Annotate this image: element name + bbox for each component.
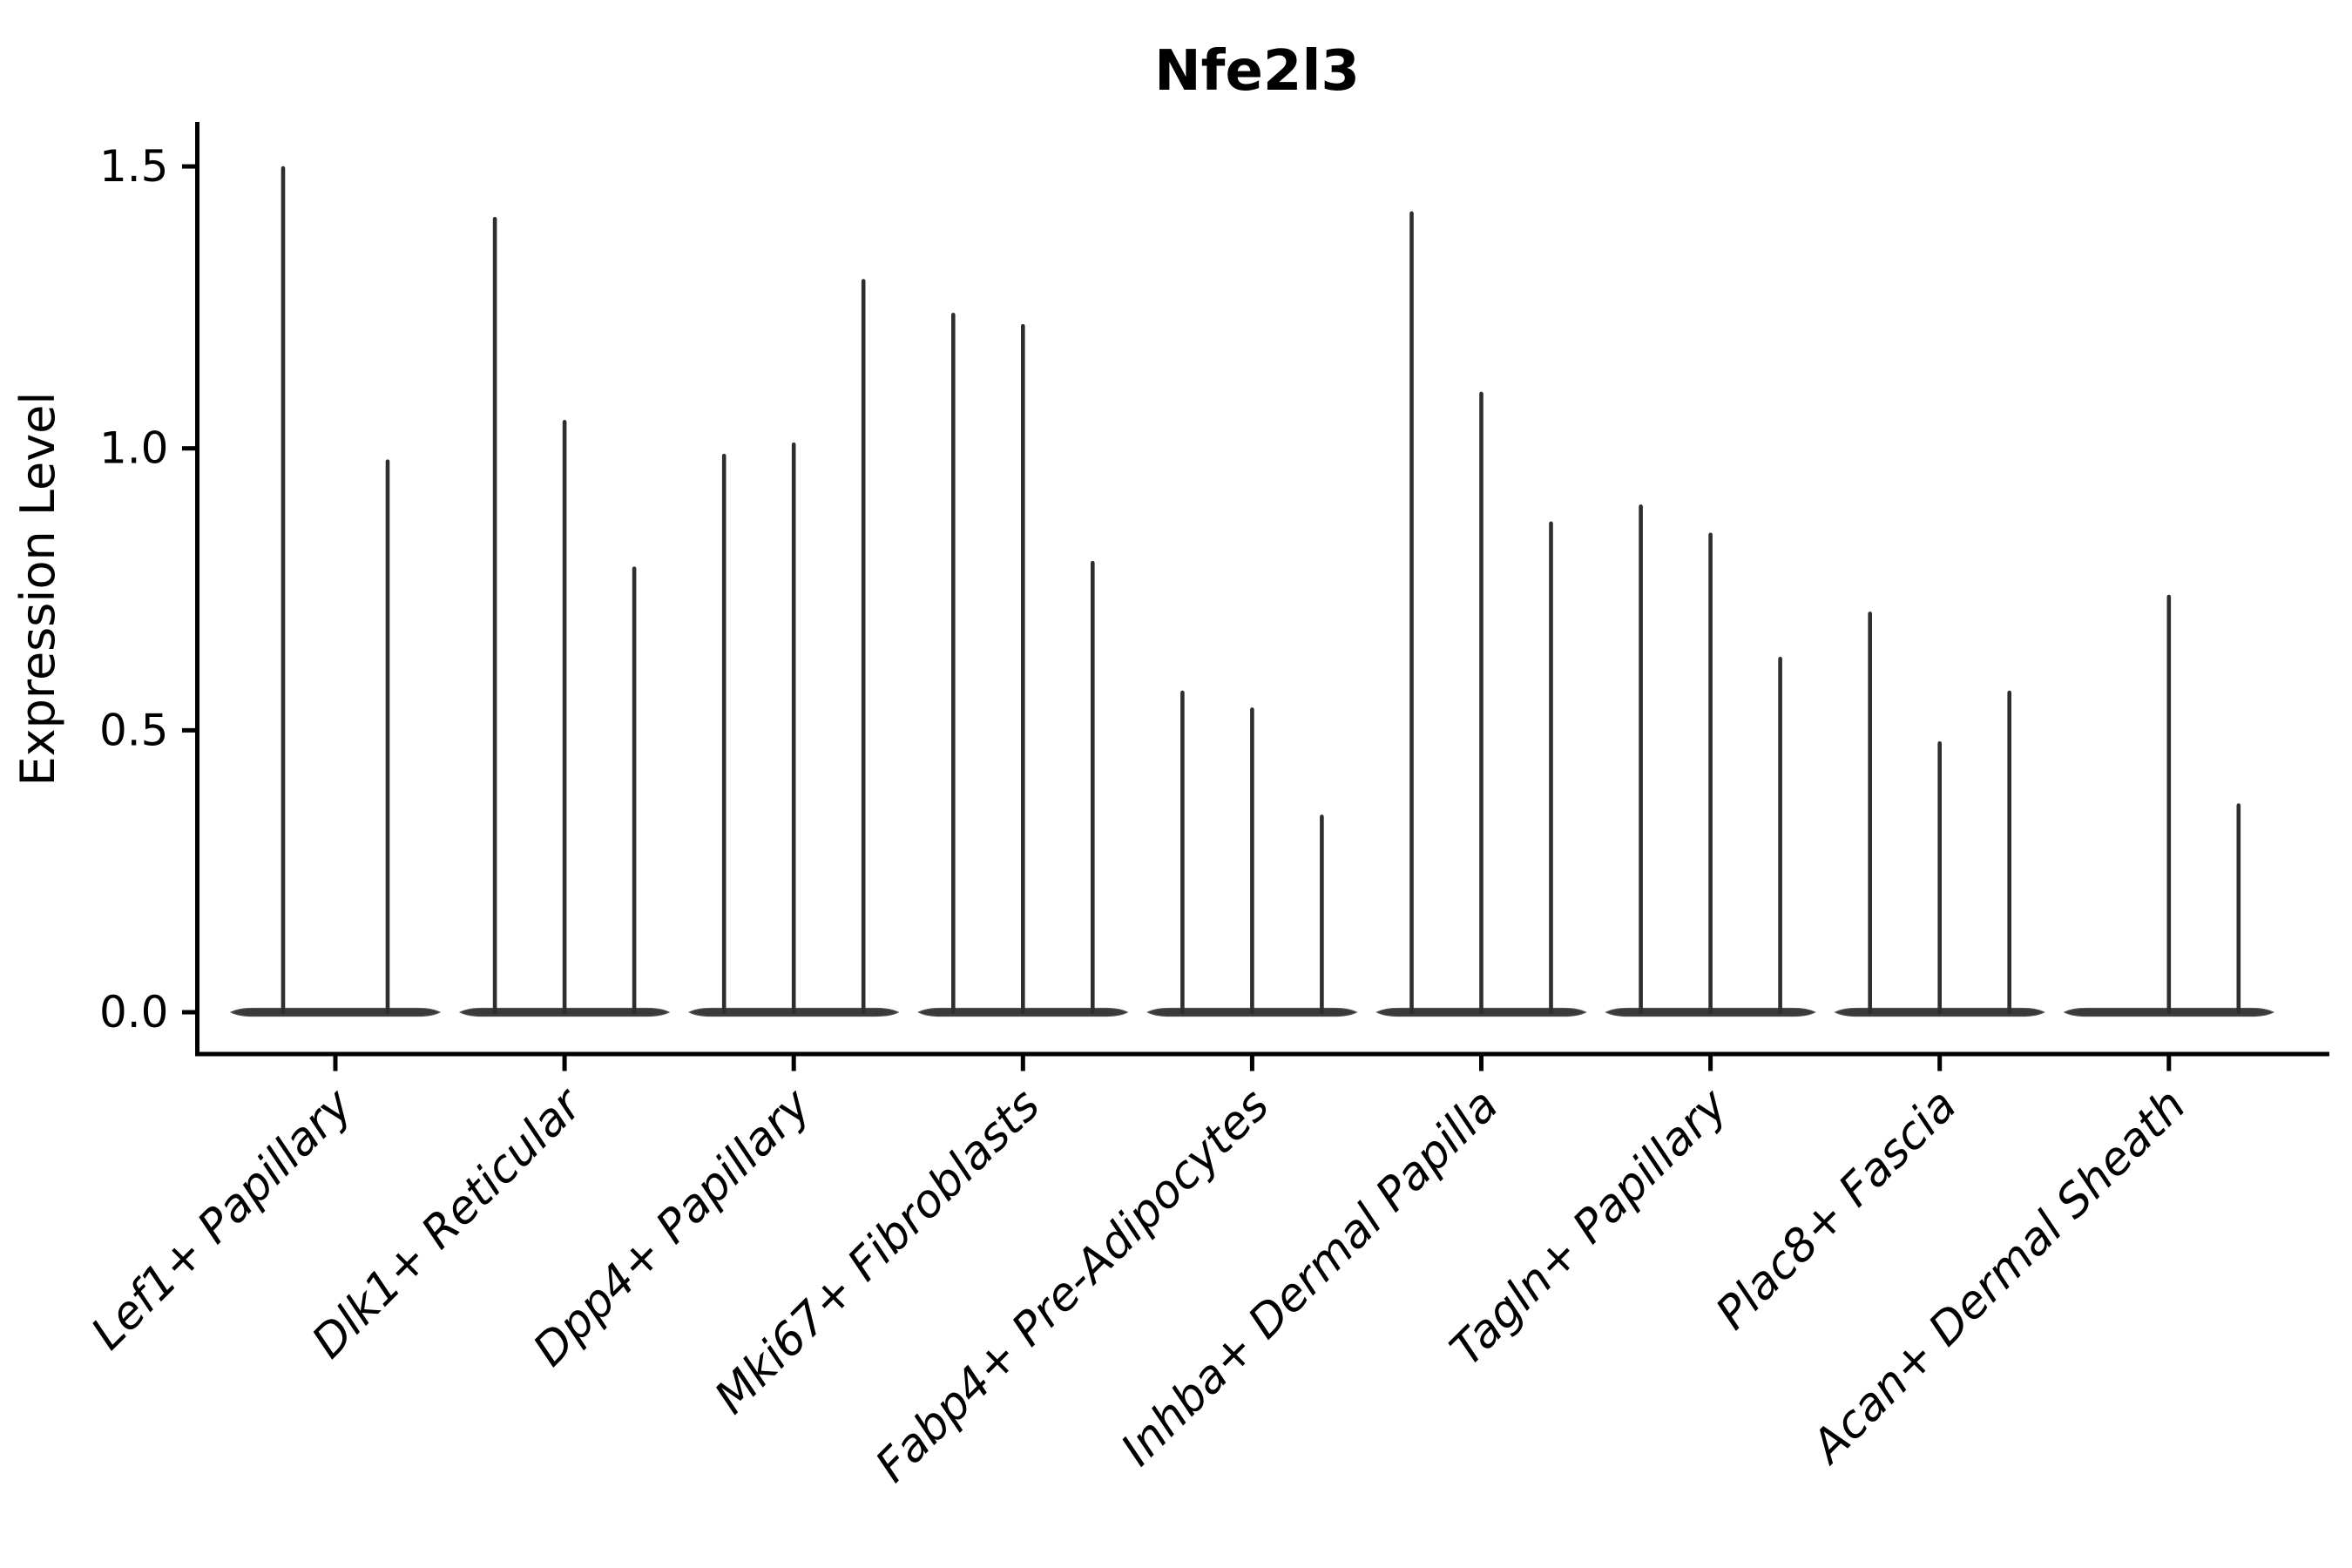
x-tick [1937,1056,1943,1071]
y-tick-label: 0.0 [99,987,169,1037]
y-tick [182,727,195,733]
y-tick-label: 0.5 [99,705,169,755]
chart-title: Nfe2l3 [1154,39,1360,104]
x-tick [562,1056,567,1071]
x-tick [1708,1056,1713,1071]
x-tick [1479,1056,1484,1071]
violins-layer [229,166,2274,1017]
y-tick [182,1010,195,1015]
violin-body [229,1007,442,1017]
x-tick-label: Inhba+ Dermal Papilla [1112,1079,1509,1477]
x-tick-label: Acan+ Dermal Sheath [1801,1079,2196,1475]
y-tick [182,164,195,169]
x-tick [333,1056,338,1071]
x-tick [1020,1056,1025,1071]
x-axis-spine [195,1051,2329,1057]
y-tick [182,446,195,451]
x-tick-label: Fabp4+ Pre-Adipocytes [866,1079,1280,1493]
y-tick-label: 1.5 [99,141,169,192]
y-tick-label: 1.0 [99,423,169,474]
x-tick-label: Plac8+ Fascia [1707,1079,1967,1340]
axes-layer [195,122,2329,1057]
x-tick [2166,1056,2172,1071]
x-tick [791,1056,796,1071]
y-axis-label: Expression Level [10,392,65,787]
x-tick [1249,1056,1254,1071]
y-axis-spine [195,122,199,1057]
